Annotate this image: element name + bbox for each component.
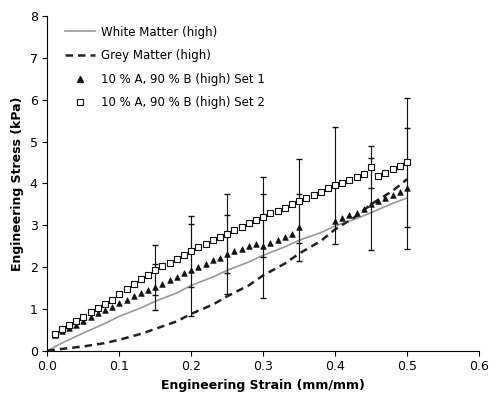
Point bbox=[382, 195, 390, 201]
Point bbox=[158, 263, 166, 269]
Point bbox=[374, 172, 382, 179]
Point bbox=[230, 248, 238, 254]
Point bbox=[202, 260, 209, 267]
Point bbox=[274, 237, 281, 243]
Point bbox=[86, 309, 94, 316]
Point bbox=[396, 189, 404, 195]
Point bbox=[252, 217, 260, 223]
Point bbox=[166, 260, 173, 266]
Point bbox=[101, 301, 109, 307]
Point bbox=[288, 230, 296, 237]
Point bbox=[122, 296, 130, 303]
Point bbox=[80, 314, 88, 320]
Point bbox=[302, 195, 310, 201]
Point bbox=[252, 240, 260, 247]
Point bbox=[230, 227, 238, 233]
Point bbox=[187, 267, 195, 274]
Point bbox=[209, 257, 217, 264]
Point bbox=[259, 243, 267, 249]
Point bbox=[50, 332, 58, 338]
Point bbox=[316, 189, 324, 195]
Point bbox=[158, 280, 166, 287]
Point bbox=[346, 212, 354, 218]
Point bbox=[173, 256, 181, 263]
Point bbox=[388, 166, 396, 172]
Point bbox=[367, 163, 375, 170]
Point bbox=[310, 192, 318, 198]
Point bbox=[216, 255, 224, 261]
Point bbox=[388, 192, 396, 198]
Point bbox=[194, 244, 202, 250]
Point bbox=[130, 293, 138, 299]
Point bbox=[108, 296, 116, 303]
Point bbox=[295, 198, 303, 204]
Point bbox=[94, 305, 102, 311]
Point bbox=[137, 290, 145, 296]
Point bbox=[80, 317, 88, 324]
X-axis label: Engineering Strain (mm/mm): Engineering Strain (mm/mm) bbox=[161, 379, 365, 392]
Point bbox=[259, 214, 267, 220]
Point bbox=[194, 264, 202, 270]
Point bbox=[403, 159, 411, 166]
Point bbox=[280, 204, 288, 211]
Point bbox=[382, 170, 390, 176]
Point bbox=[58, 326, 66, 332]
Point bbox=[65, 322, 73, 328]
Point bbox=[94, 310, 102, 316]
Point bbox=[352, 210, 360, 216]
Point bbox=[209, 237, 217, 243]
Point bbox=[58, 327, 66, 334]
Point bbox=[266, 210, 274, 217]
Point bbox=[403, 185, 411, 191]
Point bbox=[223, 230, 231, 237]
Point bbox=[116, 291, 124, 297]
Point bbox=[72, 318, 80, 324]
Point bbox=[108, 303, 116, 310]
Point bbox=[245, 220, 253, 226]
Point bbox=[50, 331, 58, 337]
Point bbox=[144, 271, 152, 278]
Point bbox=[180, 270, 188, 276]
Point bbox=[101, 306, 109, 313]
Point bbox=[266, 239, 274, 246]
Point bbox=[202, 240, 209, 247]
Point bbox=[245, 243, 253, 249]
Point bbox=[367, 201, 375, 208]
Point bbox=[152, 267, 160, 274]
Point bbox=[144, 287, 152, 293]
Point bbox=[360, 171, 368, 177]
Point bbox=[352, 174, 360, 180]
Legend: White Matter (high), Grey Matter (high), 10 % A, 90 % B (high) Set 1, 10 % A, 90: White Matter (high), Grey Matter (high),… bbox=[62, 22, 268, 113]
Point bbox=[65, 324, 73, 331]
Point bbox=[374, 198, 382, 204]
Point bbox=[152, 284, 160, 290]
Point bbox=[274, 207, 281, 214]
Point bbox=[288, 201, 296, 208]
Point bbox=[86, 314, 94, 320]
Point bbox=[346, 177, 354, 183]
Point bbox=[122, 285, 130, 292]
Point bbox=[280, 234, 288, 240]
Point bbox=[295, 224, 303, 231]
Point bbox=[331, 182, 339, 189]
Point bbox=[180, 252, 188, 258]
Point bbox=[216, 234, 224, 240]
Point bbox=[173, 274, 181, 280]
Point bbox=[223, 251, 231, 258]
Point bbox=[130, 280, 138, 287]
Point bbox=[338, 180, 346, 187]
Point bbox=[72, 322, 80, 328]
Point bbox=[324, 185, 332, 191]
Y-axis label: Engineering Stress (kPa): Engineering Stress (kPa) bbox=[11, 96, 24, 270]
Point bbox=[360, 206, 368, 212]
Point bbox=[166, 277, 173, 284]
Point bbox=[238, 224, 246, 230]
Point bbox=[137, 276, 145, 282]
Point bbox=[238, 245, 246, 252]
Point bbox=[116, 299, 124, 306]
Point bbox=[338, 214, 346, 221]
Point bbox=[396, 162, 404, 169]
Point bbox=[331, 218, 339, 224]
Point bbox=[187, 248, 195, 254]
